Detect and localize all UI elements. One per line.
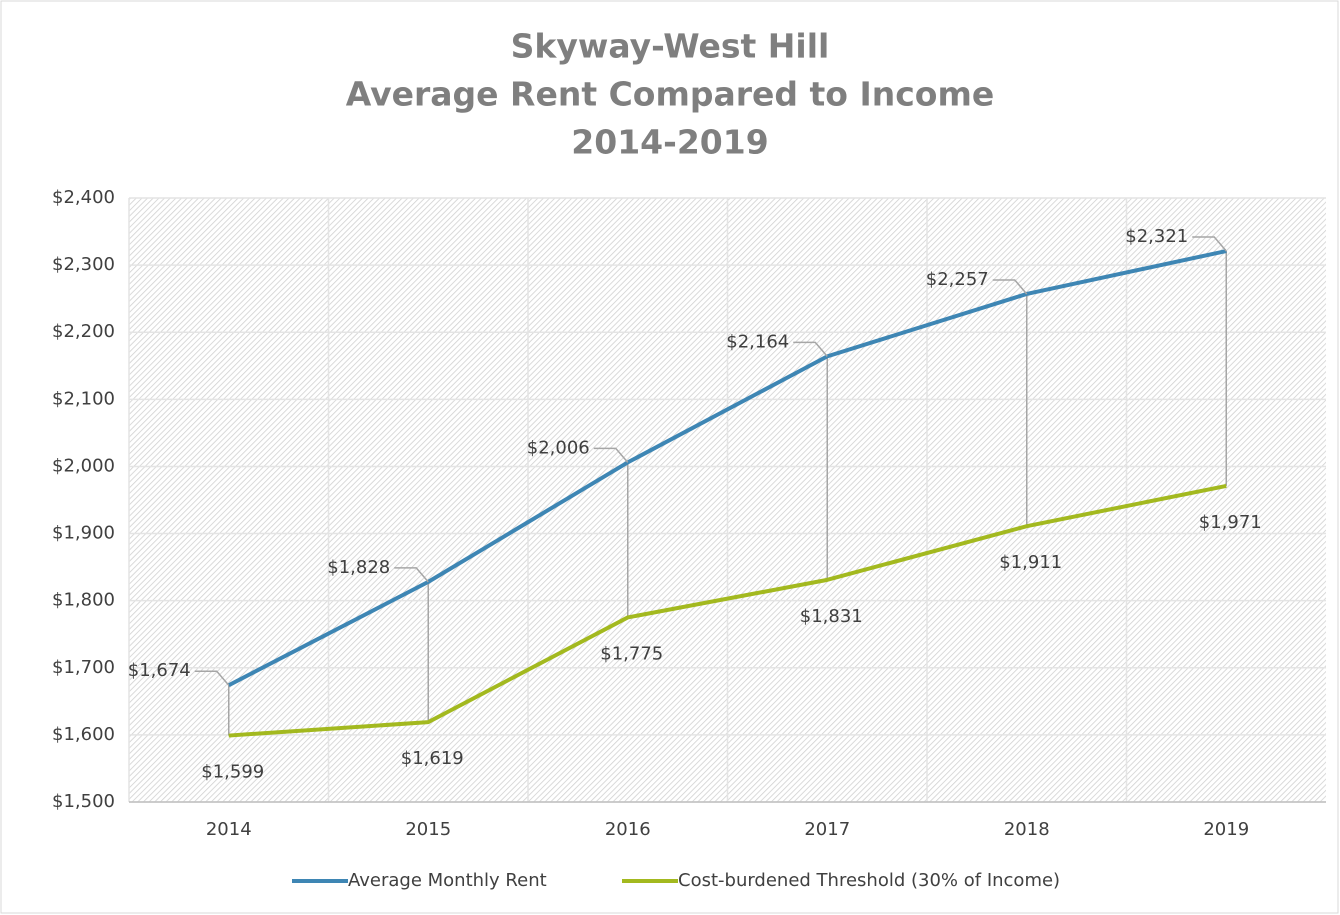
y-tick-label: $1,900 <box>52 523 115 544</box>
y-tick-label: $1,800 <box>52 590 115 611</box>
data-label: $1,831 <box>800 606 863 627</box>
series-line <box>227 249 1227 688</box>
y-tick-label: $2,200 <box>52 321 115 342</box>
leader-line <box>992 279 1028 295</box>
y-tick-label: $2,300 <box>52 254 115 275</box>
x-tick-label: 2019 <box>1203 819 1249 840</box>
data-label: $2,006 <box>527 437 590 458</box>
y-tick-label: $1,700 <box>52 657 115 678</box>
chart-title: Average Rent Compared to Income <box>346 75 994 114</box>
data-label: $1,971 <box>1199 512 1262 533</box>
data-label: $2,164 <box>726 331 789 352</box>
legend-label: Cost-burdened Threshold (30% of Income) <box>678 870 1060 891</box>
y-tick-label: $1,500 <box>52 791 115 812</box>
x-tick-label: 2017 <box>804 819 850 840</box>
leader-line <box>1192 236 1227 252</box>
leader-line <box>194 670 230 686</box>
x-tick-label: 2014 <box>206 819 252 840</box>
leader-line <box>793 341 828 357</box>
data-label: $1,911 <box>999 552 1062 573</box>
y-tick-label: $1,600 <box>52 724 115 745</box>
leader-line <box>593 447 629 463</box>
y-tick-label: $2,100 <box>52 388 115 409</box>
data-label: $1,828 <box>327 557 390 578</box>
leader-line <box>394 567 429 583</box>
data-label: $2,257 <box>926 269 989 290</box>
x-tick-label: 2018 <box>1004 819 1050 840</box>
chart-title: 2014-2019 <box>571 123 768 162</box>
series-line <box>228 483 1227 738</box>
chart-title: Skyway-West Hill <box>511 27 830 66</box>
data-label: $1,674 <box>128 660 191 681</box>
data-label: $1,599 <box>201 762 264 783</box>
data-label: $1,619 <box>401 748 464 769</box>
x-tick-label: 2015 <box>405 819 451 840</box>
data-label: $1,775 <box>600 643 663 664</box>
y-tick-label: $2,400 <box>52 187 115 208</box>
data-label: $2,321 <box>1125 226 1188 247</box>
y-tick-label: $2,000 <box>52 455 115 476</box>
legend-label: Average Monthly Rent <box>348 870 547 891</box>
x-tick-label: 2016 <box>605 819 651 840</box>
